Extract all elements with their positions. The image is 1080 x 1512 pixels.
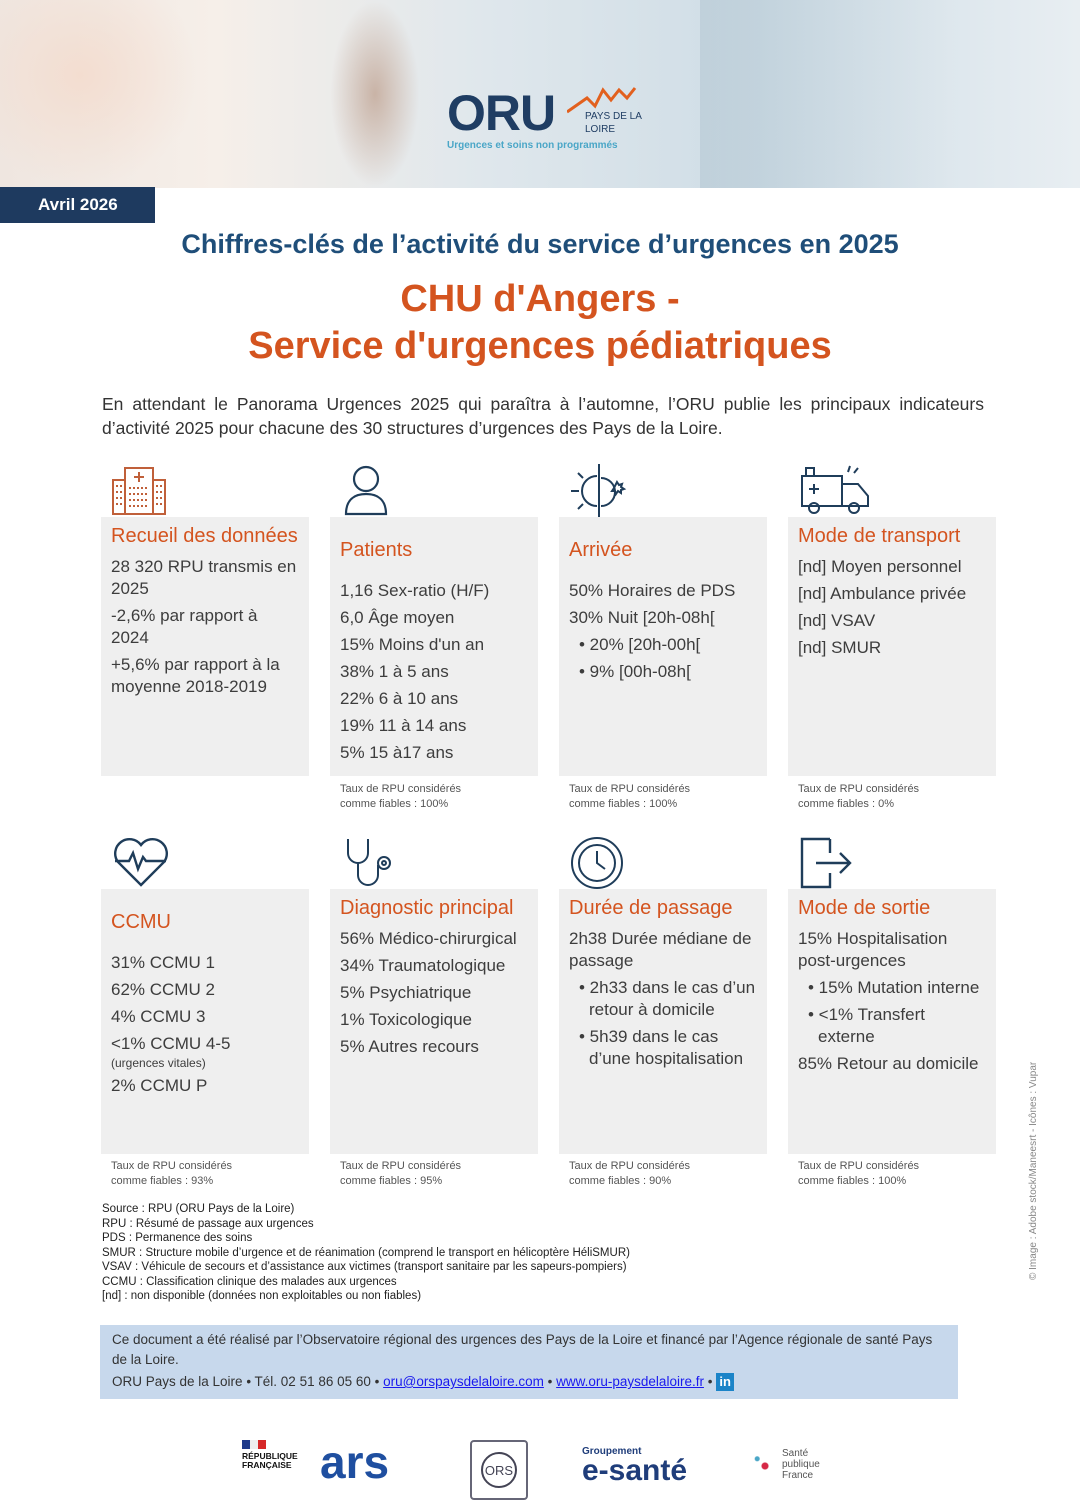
definition-line: CCMU : Classification clinique des malad…	[102, 1275, 397, 1288]
photo-credit: © Image : Adobe stock/Maneesrt - Icônes …	[1028, 1061, 1039, 1280]
card-line: 2% CCMU P	[111, 1076, 208, 1095]
card-line: 6,0 Âge moyen	[340, 608, 455, 627]
ars-logo: ars	[320, 1436, 390, 1488]
card-line: [nd] Moyen personnel	[798, 557, 962, 576]
definition-line: Source : RPU (ORU Pays de la Loire)	[102, 1203, 295, 1215]
card-line: 28 320 RPU transmis en 2025	[111, 557, 297, 598]
card-footnote: Taux de RPU considérés comme fiables : 1…	[798, 1160, 920, 1187]
card-line: (urgences vitales)	[111, 1056, 206, 1070]
card-line: 1% Toxicologique	[340, 1010, 472, 1029]
card-line: 5% 15 à17 ans	[340, 743, 454, 762]
card-body: Mode de transport [nd] Moyen personnel [nd…	[788, 517, 996, 776]
card-line: • <1% Transfert externe	[808, 1005, 925, 1046]
card-title: CCMU	[111, 911, 171, 933]
card-line: 50% Horaires de PDS	[569, 581, 736, 600]
linkedin-icon[interactable]: in	[716, 1373, 735, 1392]
card-body: Arrivée 50% Horaires de PDS 30% Nuit [20h-…	[559, 517, 767, 776]
republique-francaise-logo: RÉPUBLIQUE FRANÇAISE	[242, 1440, 304, 1500]
card-line: -2,6% par rapport à 2024	[111, 606, 258, 647]
card-line: 56% Médico-chirurgical	[340, 929, 517, 948]
hospital-icon	[111, 464, 171, 520]
card-line: 15% Moins d'un an	[340, 635, 485, 654]
credits-box: Ce document a été réalisé par l’Observat…	[100, 1325, 958, 1399]
exit-icon	[798, 835, 858, 891]
definition-line: RPU : Résumé de passage aux urgences	[102, 1217, 314, 1230]
header-banner-photo: ORU PAYS DE LA LOIRE Urgences et soins n…	[0, 0, 1080, 188]
sante-publique-france-logo: Santé publique France	[752, 1440, 832, 1500]
card-line: 5% Autres recours	[340, 1037, 479, 1056]
card-line: 1,16 Sex-ratio (H/F)	[340, 581, 490, 600]
card-line: 5% Psychiatrique	[340, 983, 472, 1002]
website-link[interactable]: www.oru-paysdelaloire.fr	[556, 1374, 704, 1389]
card-line: • 15% Mutation interne	[808, 978, 980, 997]
definition-line: SMUR : Structure mobile d’urgence et de …	[102, 1246, 630, 1259]
card-line: • 2h33 dans le cas d’un retour à domicil…	[579, 978, 756, 1019]
date-badge: Avril 2026	[0, 187, 155, 223]
ors-logo: ORS	[470, 1440, 528, 1500]
heart-pulse-icon	[111, 835, 171, 891]
card-line: • 5h39 dans le cas d’une hospitalisation	[579, 1027, 744, 1068]
stethoscope-icon	[340, 835, 400, 891]
card-line: 31% CCMU 1	[111, 953, 215, 972]
oru-logo: ORU PAYS DE LA LOIRE Urgences et soins n…	[447, 85, 642, 151]
card-body: Recueil des données 28 320 RPU transmis e…	[101, 517, 309, 776]
definition-line: VSAV : Véhicule de secours et d’assistan…	[102, 1261, 627, 1273]
card-line: 19% 11 à 14 ans	[340, 716, 467, 735]
subtitle: Chiffres-clés de l’activité du service d…	[181, 229, 899, 259]
card-line: 34% Traumatologique	[340, 956, 506, 975]
card-title: Mode de sortie	[798, 897, 931, 919]
sun-moon-icon	[569, 464, 629, 520]
card-title: Recueil des données	[111, 525, 298, 547]
card-line: [nd] SMUR	[798, 638, 882, 657]
card-title: Arrivée	[569, 539, 633, 561]
card-line: 15% Hospitalisation post-urgences	[798, 929, 948, 970]
card-line: 30% Nuit [20h-08h[	[569, 608, 715, 627]
ambulance-icon	[798, 464, 869, 520]
card-footnote: Taux de RPU considérés comme fiables : 1…	[340, 783, 462, 810]
definition-line: PDS : Permanence des soins	[102, 1232, 253, 1244]
email-link[interactable]: oru@orspaysdelaloire.com	[383, 1374, 544, 1389]
card-line: 85% Retour au domicile	[798, 1054, 979, 1073]
definitions: Source : RPU (ORU Pays de la Loire) RPU :…	[102, 1202, 630, 1304]
intro-paragraph: En attendant le Panorama Urgences 2025 q…	[102, 394, 984, 438]
page-title: CHU d'Angers - Service d'urgences pédiat…	[248, 278, 832, 367]
card-line: 2h38 Durée médiane de passage	[569, 929, 752, 970]
clock-icon	[569, 835, 629, 891]
card-line: • 20% [20h-00h[	[579, 635, 701, 654]
card-body: CCMU 31% CCMU 1 62% CCMU 2 4% CCMU 3 <1% CCM…	[101, 889, 309, 1154]
definition-line: [nd] : non disponible (données non explo…	[102, 1290, 422, 1302]
card-line: 38% 1 à 5 ans	[340, 662, 449, 681]
card-body: Durée de passage 2h38 Durée médiane de pa…	[559, 889, 767, 1154]
card-line: • 9% [00h-08h[	[579, 662, 691, 681]
card-footnote: Taux de RPU considérés comme fiables : 9…	[569, 1160, 691, 1187]
card-line: +5,6% par rapport à la moyenne 2018-2019	[111, 655, 280, 696]
e-sante-logo: Groupement e-santé	[582, 1446, 688, 1487]
card-line: 62% CCMU 2	[111, 980, 215, 999]
card-line: [nd] Ambulance privée	[798, 584, 967, 603]
card-footnote: Taux de RPU considérés comme fiables : 0…	[798, 783, 920, 810]
card-body: Patients 1,16 Sex-ratio (H/F) 6,0 Âge moye…	[330, 517, 538, 776]
card-line: <1% CCMU 4-5	[111, 1034, 231, 1053]
card-line: 4% CCMU 3	[111, 1007, 206, 1026]
person-icon	[340, 464, 400, 520]
card-footnote: Taux de RPU considérés comme fiables : 9…	[111, 1160, 233, 1187]
card-body: Diagnostic principal 56% Médico-chirurgic…	[330, 889, 538, 1154]
card-title: Diagnostic principal	[340, 897, 514, 919]
card-title: Mode de transport	[798, 525, 961, 547]
card-footnote: Taux de RPU considérés comme fiables : 9…	[340, 1160, 462, 1187]
card-title: Durée de passage	[569, 897, 733, 919]
card-line: 22% 6 à 10 ans	[340, 689, 459, 708]
card-body: Mode de sortie 15% Hospitalisation post-u…	[788, 889, 996, 1154]
card-title: Patients	[340, 539, 413, 561]
card-line: [nd] VSAV	[798, 611, 876, 630]
card-footnote: Taux de RPU considérés comme fiables : 1…	[569, 783, 691, 810]
